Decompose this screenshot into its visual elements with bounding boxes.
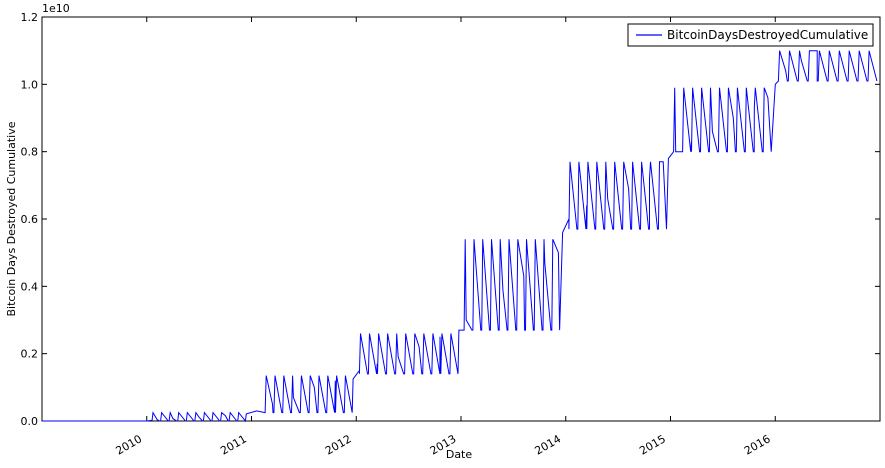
legend-box [627,23,874,47]
series-layer [42,50,878,423]
plot-area [41,16,881,422]
legend: BitcoinDaysDestroyedCumulative [627,23,874,47]
x-tick-label: 2015 [637,432,668,457]
y-axis-label: Bitcoin Days Destroyed Cumulative [5,121,18,316]
x-tick-label: 2016 [742,432,773,457]
y-tick-label: 0.2 [21,348,39,361]
y-tick-label: 0.4 [21,280,39,293]
x-axis-label: Date [446,448,473,461]
series-line-bitcoin-days-destroyed [42,50,878,423]
x-tick-label: 2014 [533,432,564,457]
x-tick-label: 2010 [114,432,145,457]
y-tick-label: 1.0 [21,78,39,91]
y-tick-label: 0.6 [21,213,39,226]
x-tick-label: 2012 [323,432,354,457]
y-axis-multiplier: 1e10 [42,2,70,15]
y-tick-label: 1.2 [21,11,39,24]
y-tick-label: 0.8 [21,146,39,159]
legend-entry: BitcoinDaysDestroyedCumulative [667,28,868,42]
y-axis: 0.0 0.2 0.4 0.6 0.8 1.0 1.2 [21,11,880,428]
x-tick-label: 2011 [218,432,249,457]
y-tick-label: 0.0 [21,415,39,428]
